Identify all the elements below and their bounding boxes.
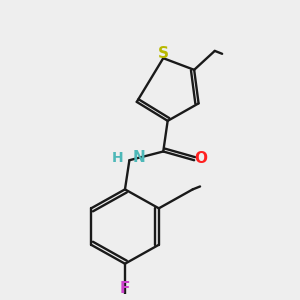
Text: S: S bbox=[158, 46, 169, 61]
Text: N: N bbox=[132, 150, 145, 165]
Text: F: F bbox=[120, 281, 130, 296]
Text: O: O bbox=[194, 151, 207, 166]
Text: H: H bbox=[112, 151, 124, 165]
